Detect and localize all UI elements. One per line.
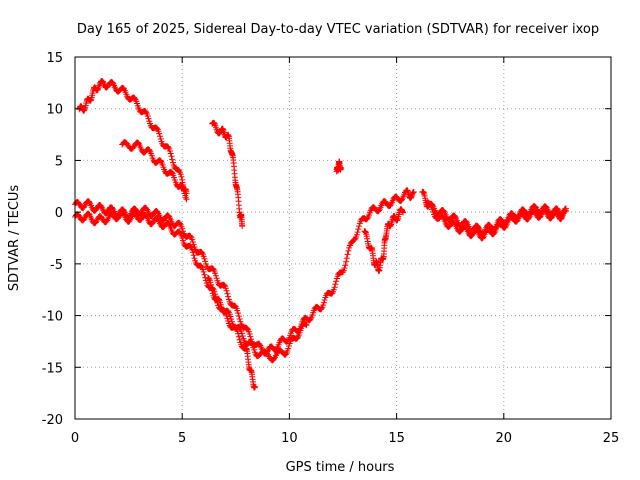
- y-tick-label: 5: [55, 154, 63, 169]
- grid-lines: [75, 57, 611, 419]
- x-tick-label: 0: [71, 431, 79, 446]
- series-mid-arc: [119, 139, 190, 203]
- plus-markers: [76, 78, 190, 197]
- y-tick-label: -10: [42, 310, 63, 325]
- data-points: [72, 78, 569, 391]
- x-tick-label: 15: [388, 431, 405, 446]
- plus-markers: [333, 158, 344, 175]
- y-axis-label: SDTVAR / TECUs: [7, 185, 22, 292]
- y-tick-label: 10: [46, 103, 63, 118]
- plus-markers: [361, 206, 406, 274]
- plus-markers: [423, 199, 569, 242]
- series-main-trace-c: [204, 274, 310, 364]
- y-tick-label: 15: [46, 51, 63, 66]
- plus-markers: [209, 119, 246, 230]
- y-tick-label: -5: [50, 258, 63, 273]
- series-upper-arc: [76, 78, 190, 197]
- series-late-trace-b: [423, 199, 569, 242]
- series-dip-branch: [361, 206, 406, 274]
- x-tick-label: 5: [178, 431, 186, 446]
- y-tick-label: -20: [42, 413, 63, 428]
- axis-ticks: 0 5 10 15 20 25 -20 -15 -10 -5 0 5 10 15: [42, 51, 620, 446]
- x-tick-label: 20: [496, 431, 513, 446]
- plus-markers: [119, 139, 190, 203]
- y-tick-label: -15: [42, 361, 63, 376]
- y-tick-label: 0: [55, 206, 63, 221]
- series-short-segment: [333, 158, 344, 175]
- x-tick-label: 10: [281, 431, 298, 446]
- plus-markers: [204, 274, 310, 364]
- series-steep-arc: [209, 119, 246, 230]
- plot-frame: [74, 56, 612, 420]
- x-axis-label: GPS time / hours: [286, 460, 395, 475]
- x-tick-label: 25: [603, 431, 620, 446]
- chart-title: Day 165 of 2025, Sidereal Day-to-day VTE…: [77, 22, 599, 37]
